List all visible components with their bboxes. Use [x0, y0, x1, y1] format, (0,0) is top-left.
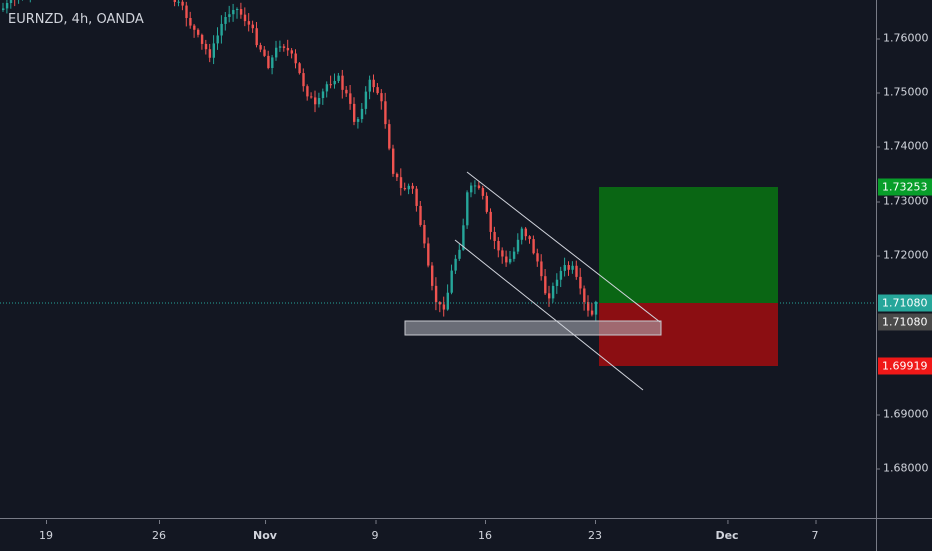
price-label-badge: 1.69919 [878, 357, 932, 375]
support-zone-rect [404, 320, 662, 336]
price-tick: 1.76000 [876, 31, 929, 45]
channel-lower-line [454, 239, 644, 391]
price-tick: 1.75000 [876, 85, 929, 99]
price-label-badge: 1.71080 [878, 294, 932, 312]
channel-upper-line [466, 171, 661, 323]
price-axis[interactable]: 1.76000 1.75000 1.74000 1.73000 1.72000 1.690… [876, 0, 932, 518]
price-tick: 1.74000 [876, 139, 929, 153]
time-tick: 23 [588, 520, 602, 542]
time-tick: Nov [253, 520, 277, 542]
price-label-badge: 1.73253 [878, 178, 932, 196]
time-tick: 19 [39, 520, 53, 542]
chart-pane[interactable]: EURNZD, 4h, OANDA [0, 0, 876, 518]
axis-corner [876, 518, 932, 551]
time-tick: 9 [371, 520, 379, 542]
price-tick: 1.68000 [876, 461, 929, 475]
time-tick: 26 [152, 520, 166, 542]
time-tick: Dec [715, 520, 739, 542]
take-profit-zone [599, 187, 778, 303]
symbol-title: EURNZD, 4h, OANDA [8, 12, 144, 27]
price-label-badge: 1.71080 [878, 313, 932, 331]
time-tick: 16 [478, 520, 492, 542]
time-tick: 7 [811, 520, 819, 542]
price-tick: 1.69000 [876, 407, 929, 421]
candlestick-plot [0, 0, 876, 391]
time-axis[interactable]: 19 26 Nov 9 16 23 Dec 7 [0, 518, 876, 551]
price-tick: 1.73000 [876, 194, 929, 208]
price-tick: 1.72000 [876, 248, 929, 262]
